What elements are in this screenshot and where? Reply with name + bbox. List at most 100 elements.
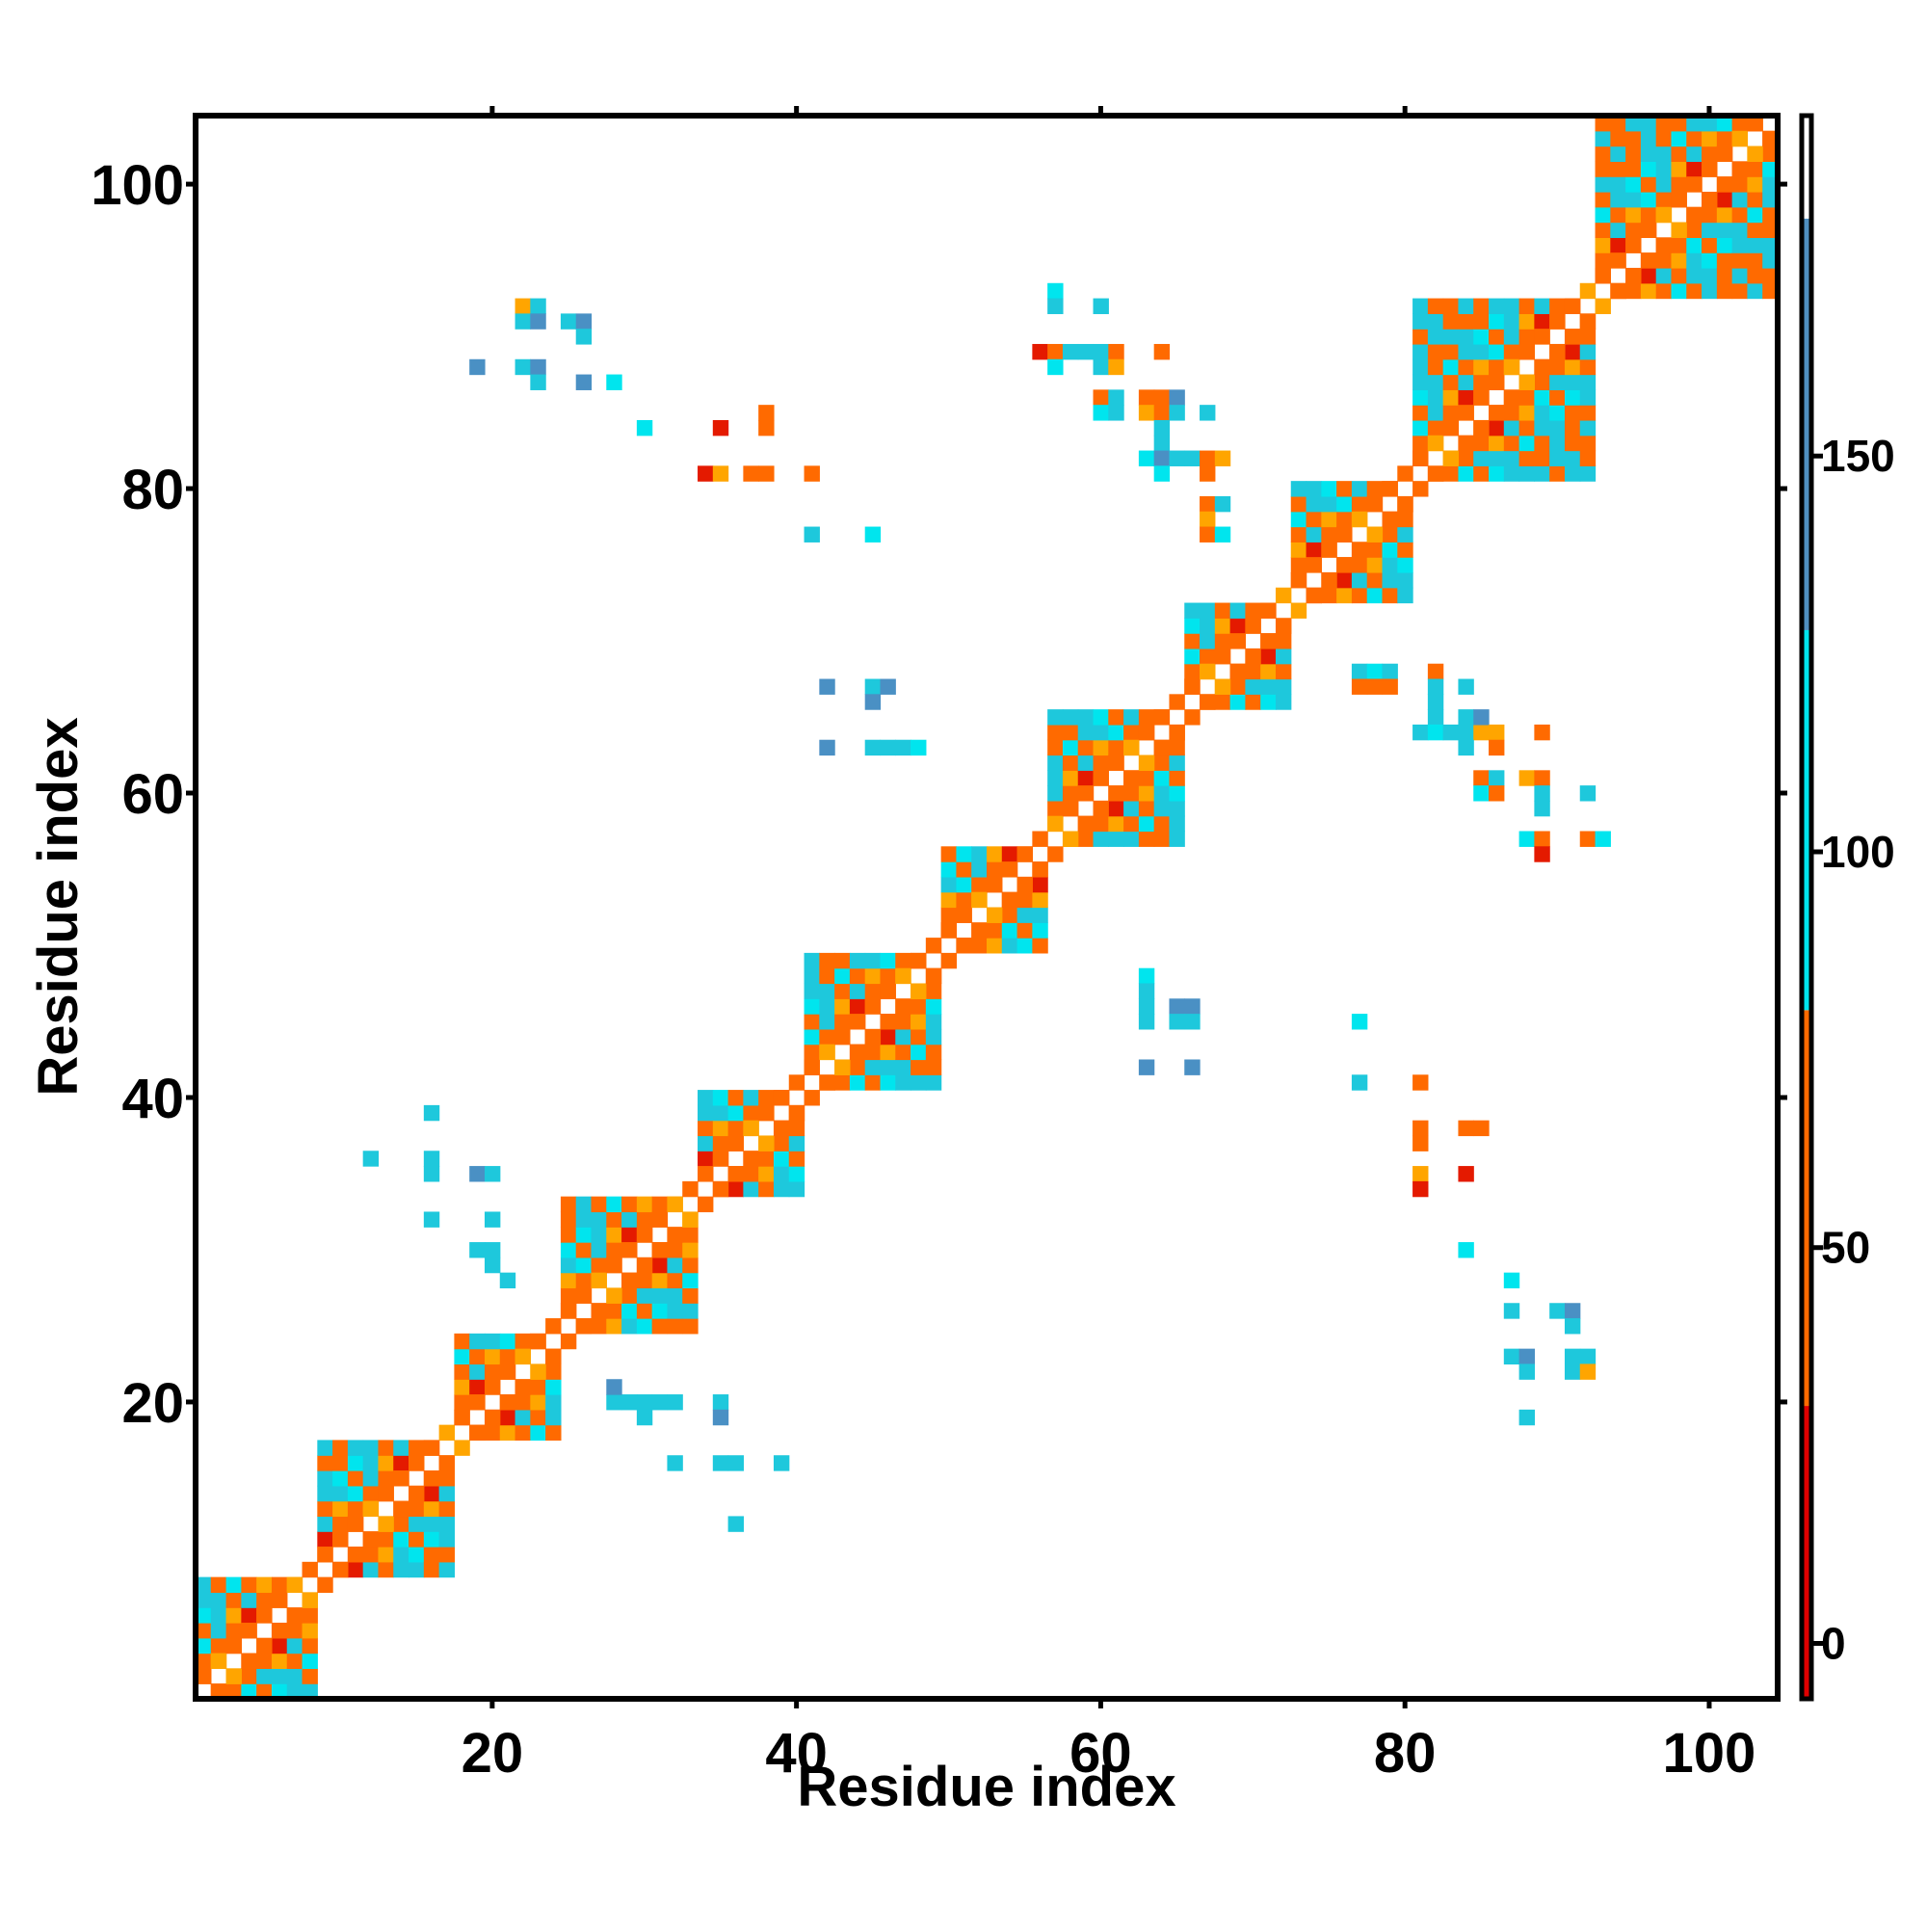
heatmap-cell — [1489, 358, 1505, 376]
heatmap-cell — [880, 1014, 896, 1030]
heatmap-cell — [804, 1090, 820, 1106]
heatmap-cell — [1108, 358, 1124, 376]
heatmap-cell — [712, 1455, 729, 1471]
heatmap-cell — [1351, 663, 1368, 680]
heatmap-cell — [469, 1242, 486, 1258]
heatmap-cell — [1306, 542, 1322, 558]
heatmap-cell — [1260, 663, 1277, 680]
heatmap-cell — [1351, 495, 1368, 513]
heatmap-cell — [484, 1242, 501, 1258]
heatmap-cell — [317, 1470, 333, 1487]
heatmap-cell — [1427, 724, 1444, 741]
heatmap-cell — [1655, 116, 1673, 132]
heatmap-cell — [1489, 374, 1505, 390]
heatmap-cell — [987, 938, 1003, 954]
heatmap-cell — [1686, 222, 1703, 238]
heatmap-cell — [849, 952, 866, 969]
heatmap-cell — [530, 1363, 546, 1380]
heatmap-cell — [1169, 998, 1185, 1015]
heatmap-cell — [499, 1363, 516, 1380]
heatmap-cell — [1200, 450, 1216, 466]
heatmap-cell — [1716, 206, 1733, 224]
heatmap-cell — [1625, 267, 1642, 284]
heatmap-cell — [1093, 709, 1109, 726]
heatmap-cell — [302, 1561, 318, 1578]
heatmap-cell — [1001, 861, 1018, 878]
heatmap-cell — [1016, 907, 1033, 923]
heatmap-cell — [423, 1485, 440, 1502]
heatmap-cell — [621, 1303, 638, 1319]
heatmap-cell — [895, 952, 911, 969]
x-tick-label: 60 — [1069, 1722, 1132, 1785]
heatmap-cell — [1595, 237, 1611, 253]
heatmap-cell — [1138, 405, 1155, 421]
heatmap-cell — [1640, 222, 1657, 238]
heatmap-cell — [378, 1485, 394, 1502]
heatmap-cell — [682, 1272, 699, 1289]
heatmap-cell — [591, 1227, 607, 1243]
heatmap-cell — [454, 1440, 470, 1456]
heatmap-cell — [575, 1227, 593, 1243]
heatmap-cell — [1686, 267, 1703, 284]
heatmap-cell — [667, 1394, 683, 1411]
heatmap-cell — [545, 1409, 562, 1426]
heatmap-cell — [1184, 1014, 1201, 1030]
heatmap-cell — [1275, 648, 1292, 665]
heatmap-cell — [332, 1516, 349, 1532]
heatmap-cell — [712, 1135, 729, 1151]
heatmap-cell — [1518, 419, 1535, 437]
heatmap-cell — [834, 952, 851, 969]
heatmap-cell — [332, 1561, 349, 1578]
heatmap-cell — [698, 1135, 714, 1151]
heatmap-cell — [1229, 663, 1247, 680]
y-tick-label: 80 — [121, 459, 184, 521]
heatmap-cell — [758, 1104, 775, 1122]
heatmap-cell — [378, 1561, 394, 1578]
heatmap-cell — [1077, 831, 1095, 847]
heatmap-cell — [469, 1166, 486, 1182]
heatmap-cell — [1245, 663, 1261, 680]
heatmap-cell — [196, 1592, 212, 1608]
heatmap-cell — [1610, 252, 1626, 269]
heatmap-cell — [1503, 298, 1520, 314]
heatmap-cell — [1442, 298, 1460, 314]
heatmap-cell — [1427, 374, 1444, 390]
heatmap-cell — [286, 1623, 304, 1639]
heatmap-cell — [1214, 495, 1231, 513]
heatmap-cell — [1458, 724, 1474, 741]
heatmap-cell — [1625, 191, 1642, 208]
heatmap-cell — [1351, 571, 1368, 589]
heatmap-cell — [1108, 739, 1124, 756]
heatmap-cell — [362, 1561, 380, 1578]
heatmap-cell — [621, 1287, 638, 1304]
heatmap-cell — [1427, 465, 1444, 482]
heatmap-cell — [1458, 709, 1474, 726]
heatmap-cell — [530, 358, 546, 376]
heatmap-cell — [1671, 267, 1687, 284]
heatmap-cell — [864, 952, 882, 969]
heatmap-cell — [1001, 938, 1018, 954]
heatmap-cell — [1214, 678, 1231, 695]
heatmap-cell — [1564, 1363, 1581, 1380]
heatmap-cell — [1489, 419, 1505, 437]
heatmap-cell — [1731, 222, 1749, 238]
heatmap-cell — [1412, 298, 1429, 314]
heatmap-cell — [1640, 252, 1657, 269]
heatmap-cell — [1382, 678, 1398, 695]
heatmap-cell — [1442, 374, 1460, 390]
heatmap-cell — [834, 967, 851, 985]
heatmap-cell — [438, 1424, 456, 1442]
heatmap-cell — [1260, 694, 1277, 710]
heatmap-cell — [1397, 542, 1413, 558]
heatmap-cell — [1153, 450, 1171, 466]
heatmap-cell — [1686, 206, 1703, 224]
heatmap-cell — [225, 1683, 242, 1700]
heatmap-cell — [1747, 176, 1763, 193]
heatmap-cell — [1108, 724, 1124, 741]
heatmap-cell — [1671, 282, 1687, 300]
heatmap-cell — [1427, 709, 1444, 726]
heatmap-cell — [241, 1683, 257, 1700]
heatmap-cell — [1640, 282, 1657, 300]
heatmap-cell — [575, 1211, 593, 1228]
